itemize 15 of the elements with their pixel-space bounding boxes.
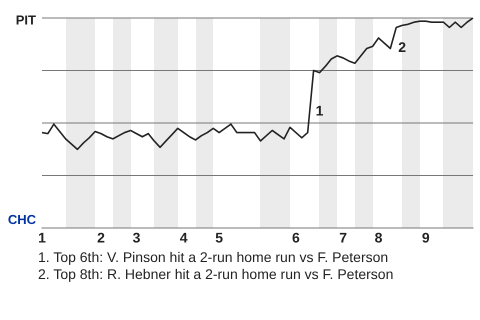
text: 1. Top 6th: V. Pinson hit a 2-run home run vs F. Peterson — [38, 249, 390, 266]
text: CHC — [8, 212, 37, 227]
text: 2. Top 8th: R. Hebner hit a 2-run home run vs F. Peterson — [38, 266, 394, 283]
x-tick-label: 7 — [339, 229, 348, 246]
text: PIT — [16, 12, 36, 28]
annotation: 2 — [398, 38, 406, 55]
x-tick-label: 6 — [292, 229, 300, 246]
x-tick-label: 9 — [422, 229, 430, 246]
x-tick-label: 8 — [374, 229, 383, 246]
x-tick-label: 2 — [97, 229, 106, 246]
annotation: 1 — [316, 102, 324, 118]
x-tick-label: 5 — [215, 229, 224, 246]
x-tick-label: 3 — [132, 229, 141, 246]
x-tick-label: 4 — [180, 229, 188, 246]
x-tick-label: 1 — [38, 229, 46, 246]
